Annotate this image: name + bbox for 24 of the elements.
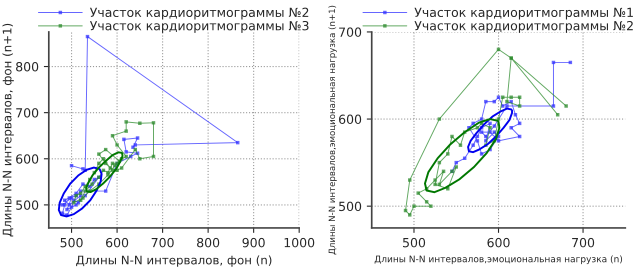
y-tick-label: 700 <box>339 27 362 37</box>
legend-label: Участок кардиоритмограммы №2 <box>414 20 633 33</box>
y-tick-label: 500 <box>16 200 38 210</box>
y-tick-label: 700 <box>16 108 38 118</box>
legend-label: Участок кардиоритмограммы №3 <box>90 20 308 33</box>
y-tick-label: 600 <box>339 114 362 124</box>
x-tick-label: 800 <box>197 238 220 248</box>
legend-label: Участок кардиоритмограммы №1 <box>414 8 633 20</box>
x-tick-label: 700 <box>572 238 594 248</box>
x-axis-title: Длины N-N интервалов,эмоциональная нагрузка (n) <box>374 255 622 264</box>
y-tick-label: 500 <box>339 202 362 212</box>
x-tick-label: 500 <box>403 238 426 248</box>
x-tick-label: 900 <box>242 238 265 248</box>
y-tick-label: 600 <box>16 154 38 164</box>
y-axis-title: Длины N-N интервалов, фон (n+1) <box>2 24 14 236</box>
x-tick-label: 600 <box>487 238 510 248</box>
y-axis-title: Длины N-N интервалов,эмоциональная нагрузка (n+1) <box>328 6 337 254</box>
legend-label: Участок кардиоритмограммы №2 <box>90 8 308 20</box>
x-tick-label: 1000 <box>284 238 314 248</box>
x-axis-title: Длины N-N интервалов, фон (n) <box>76 255 272 267</box>
x-tick-label: 500 <box>60 238 83 248</box>
x-tick-label: 600 <box>106 238 128 248</box>
x-tick-label: 700 <box>152 238 174 248</box>
y-tick-label: 800 <box>16 62 38 72</box>
